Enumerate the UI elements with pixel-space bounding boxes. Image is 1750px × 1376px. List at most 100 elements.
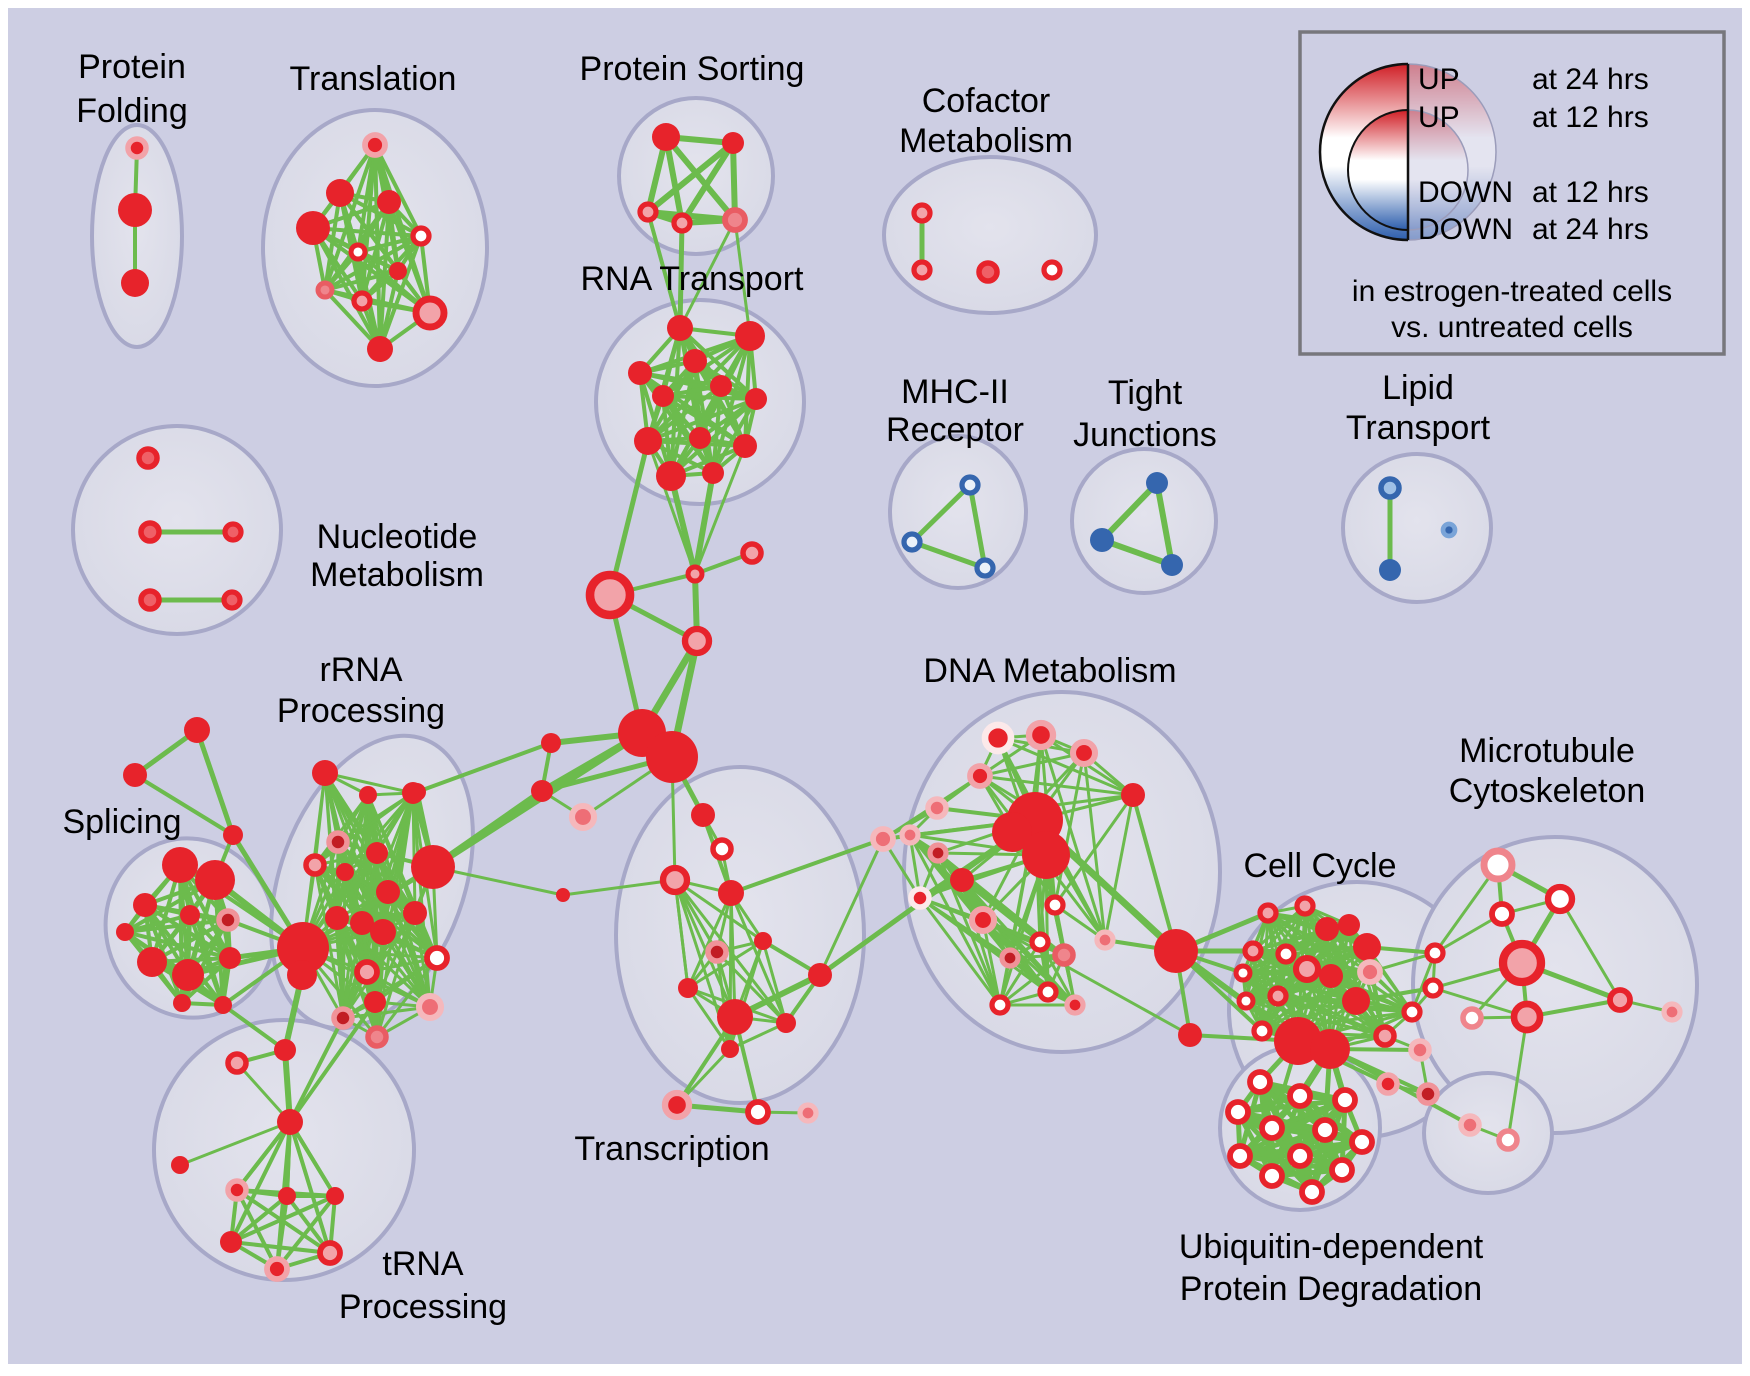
node-165 (1489, 901, 1515, 927)
node-3 (362, 132, 388, 158)
edge (711, 397, 758, 475)
node-51 (366, 842, 388, 864)
node-89 (718, 880, 744, 906)
legend-row-0-direction: UP (1418, 63, 1460, 96)
cluster-label-translation-0: Translation (290, 60, 457, 98)
edge (818, 837, 885, 977)
node-98 (661, 1089, 693, 1121)
edge (1433, 863, 1500, 955)
node-37 (541, 733, 561, 753)
edge (729, 837, 885, 895)
node-184 (974, 557, 996, 579)
node-38 (531, 780, 553, 802)
edge (415, 741, 553, 794)
node-32 (740, 541, 764, 565)
edge (692, 470, 716, 577)
node-138 (1267, 985, 1289, 1007)
edge (686, 939, 765, 990)
cluster-label-mhc-ii-receptor-0: MHC-II (901, 373, 1009, 411)
node-152 (1287, 1083, 1313, 1109)
edge (967, 482, 988, 571)
node-174 (138, 520, 162, 544)
node-122 (1037, 981, 1059, 1003)
cluster-label-protein-sorting-0: Protein Sorting (580, 50, 805, 88)
node-133 (1275, 943, 1297, 965)
node-49 (303, 853, 327, 877)
edge (229, 1194, 289, 1244)
legend-row-3-direction: DOWN (1418, 213, 1513, 246)
node-88 (659, 864, 691, 896)
node-159 (1287, 1143, 1313, 1169)
cluster-label-transcription-0: Transcription (574, 1130, 769, 1168)
node-24 (652, 385, 674, 407)
edge (607, 438, 651, 598)
cluster-label-trna-processing-0: tRNA (382, 1245, 464, 1283)
node-148 (1408, 1038, 1432, 1062)
node-46 (359, 786, 377, 804)
node-102 (981, 721, 1015, 755)
node-11 (351, 290, 373, 312)
edge (311, 226, 423, 238)
cluster-shell-microtubule-cytoskeleton (1411, 835, 1699, 1135)
node-57 (424, 945, 450, 971)
node-157 (1349, 1129, 1375, 1155)
cluster-shell-mhc-ii-receptor (888, 434, 1028, 590)
node-116 (968, 905, 998, 935)
edge (998, 953, 1066, 1007)
node-69 (216, 908, 240, 932)
edge (960, 878, 1077, 1007)
node-143 (1251, 1020, 1273, 1042)
edge (638, 371, 758, 401)
node-67 (133, 893, 157, 917)
edge (645, 140, 736, 215)
node-64 (287, 960, 317, 990)
node-104 (1069, 738, 1099, 768)
node-147 (1422, 977, 1444, 999)
node-112 (899, 824, 921, 846)
node-161 (1259, 1163, 1285, 1189)
node-128 (1294, 895, 1316, 917)
edge (1244, 999, 1387, 1038)
edge (677, 220, 685, 331)
edge (288, 1016, 345, 1124)
edge (646, 384, 723, 443)
node-23 (710, 375, 732, 397)
edge (646, 439, 697, 576)
node-117 (1044, 894, 1066, 916)
node-183 (901, 531, 923, 553)
edge (313, 791, 415, 867)
legend-row-0-time: at 24 hrs (1532, 63, 1649, 96)
node-82 (326, 1187, 344, 1205)
node-59 (364, 991, 386, 1013)
node-60 (415, 992, 445, 1022)
edge (646, 210, 682, 330)
edge (998, 940, 1042, 1007)
node-22 (628, 361, 652, 385)
node-65 (162, 847, 198, 883)
edge (678, 218, 737, 330)
edge (235, 1120, 292, 1192)
node-71 (137, 947, 167, 977)
node-141 (1274, 1017, 1322, 1065)
edge (661, 394, 758, 401)
node-58 (354, 959, 380, 985)
node-61 (331, 1006, 355, 1030)
edge (661, 394, 715, 475)
node-115 (908, 886, 932, 910)
edge (335, 916, 432, 1009)
node-94 (808, 963, 832, 987)
edge (693, 444, 747, 576)
node-18 (722, 207, 748, 233)
edge (668, 473, 698, 577)
node-27 (634, 427, 662, 455)
edge (381, 930, 432, 1009)
node-81 (278, 1187, 296, 1205)
node-15 (722, 132, 744, 154)
cluster-label-cofactor-metabolism-0: Cofactor (922, 82, 1051, 120)
edge (229, 1240, 332, 1255)
node-123 (989, 994, 1011, 1016)
edge (678, 326, 758, 401)
cluster-shell-cofactor-metabolism (882, 155, 1098, 315)
node-185 (1146, 472, 1168, 494)
cluster-label-rrna-processing-0: rRNA (319, 651, 402, 689)
